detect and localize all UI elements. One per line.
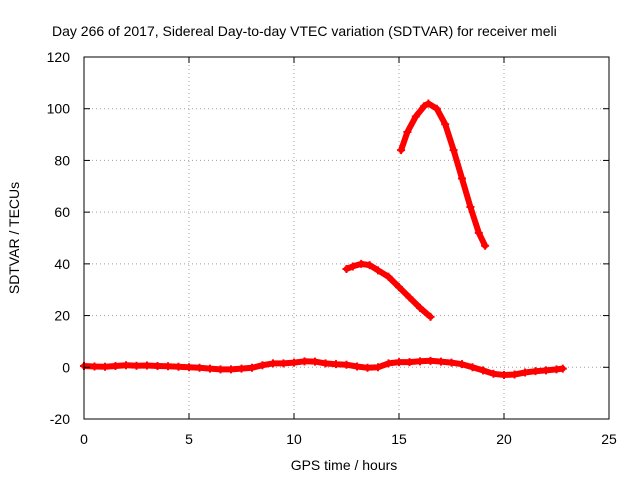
data-point (405, 293, 414, 302)
y-tick-label: 100 (47, 101, 71, 117)
x-axis-ticks: 0 5 10 15 20 25 (80, 57, 617, 447)
data-point (489, 369, 498, 378)
data-point (153, 361, 162, 370)
data-point (143, 361, 151, 370)
y-tick-label: 60 (54, 204, 70, 220)
data-point (174, 362, 183, 371)
data-point (449, 146, 458, 155)
data-point (132, 361, 141, 370)
data-point (311, 357, 319, 366)
data-point (164, 362, 172, 371)
y-tick-label: -20 (50, 411, 70, 427)
data-point (531, 367, 540, 376)
data-point (458, 360, 466, 369)
data-point (403, 127, 412, 136)
data-point (411, 112, 420, 121)
data-point (111, 361, 120, 370)
data-point (384, 272, 393, 281)
data-point (122, 361, 130, 370)
data-point (458, 174, 466, 183)
data-point (321, 359, 330, 368)
y-tick-label: 80 (54, 152, 70, 168)
data-point (237, 364, 246, 373)
gridlines (84, 57, 609, 419)
data-point (279, 359, 288, 368)
data-point (395, 358, 403, 367)
plot-frame (83, 56, 610, 420)
x-tick-label: 10 (286, 431, 302, 447)
data-point (405, 358, 414, 367)
series-2-trace (343, 260, 434, 320)
data-point (206, 364, 214, 373)
data-point (363, 363, 372, 372)
x-tick-label: 15 (391, 431, 407, 447)
y-axis-ticks: -20 0 20 40 60 80 100 120 (47, 49, 609, 427)
x-tick-label: 0 (80, 431, 88, 447)
data-point (374, 363, 382, 372)
data-point (395, 283, 403, 292)
data-point (332, 360, 340, 369)
data-point (441, 120, 450, 129)
data-point (481, 241, 490, 250)
series-3-trace (398, 100, 489, 249)
data-series (80, 99, 567, 380)
y-tick-label: 0 (62, 359, 70, 375)
data-point (542, 366, 550, 375)
data-point (90, 362, 99, 371)
data-point (216, 365, 225, 374)
data-point (290, 358, 298, 367)
data-point (474, 228, 483, 237)
data-point (365, 261, 374, 270)
data-point (466, 202, 475, 211)
y-tick-label: 120 (47, 49, 71, 65)
data-point (416, 357, 424, 366)
data-point (269, 359, 277, 368)
data-point (357, 259, 366, 268)
data-point (374, 266, 382, 275)
x-axis-label: GPS time / hours (291, 457, 398, 473)
data-point (195, 363, 204, 372)
data-point (342, 265, 351, 274)
data-point (248, 363, 256, 372)
data-point (397, 146, 406, 155)
data-point (300, 357, 309, 366)
data-point (258, 361, 267, 370)
x-tick-label: 5 (185, 431, 193, 447)
x-tick-label: 25 (601, 431, 617, 447)
data-point (510, 370, 519, 379)
data-point (437, 357, 445, 366)
y-axis-label: SDTVAR / TECUs (6, 182, 22, 294)
y-tick-label: 40 (54, 256, 70, 272)
data-point (185, 363, 193, 372)
data-point (353, 362, 361, 371)
data-point (426, 312, 435, 321)
data-point (426, 356, 435, 365)
data-point (447, 358, 456, 367)
data-point (101, 362, 109, 371)
x-tick-label: 20 (496, 431, 512, 447)
data-point (468, 363, 477, 372)
data-point (227, 365, 235, 374)
data-point (558, 364, 567, 373)
data-point (500, 371, 508, 380)
chart-title: Day 266 of 2017, Sidereal Day-to-day VTE… (52, 23, 557, 39)
data-point (342, 360, 351, 369)
data-point (432, 104, 441, 113)
data-point (348, 262, 357, 271)
data-point (521, 368, 529, 377)
data-point (416, 303, 424, 312)
data-point (384, 359, 393, 368)
data-point (424, 99, 433, 108)
y-tick-label: 20 (54, 308, 70, 324)
data-point (479, 366, 487, 375)
data-point (420, 102, 429, 111)
